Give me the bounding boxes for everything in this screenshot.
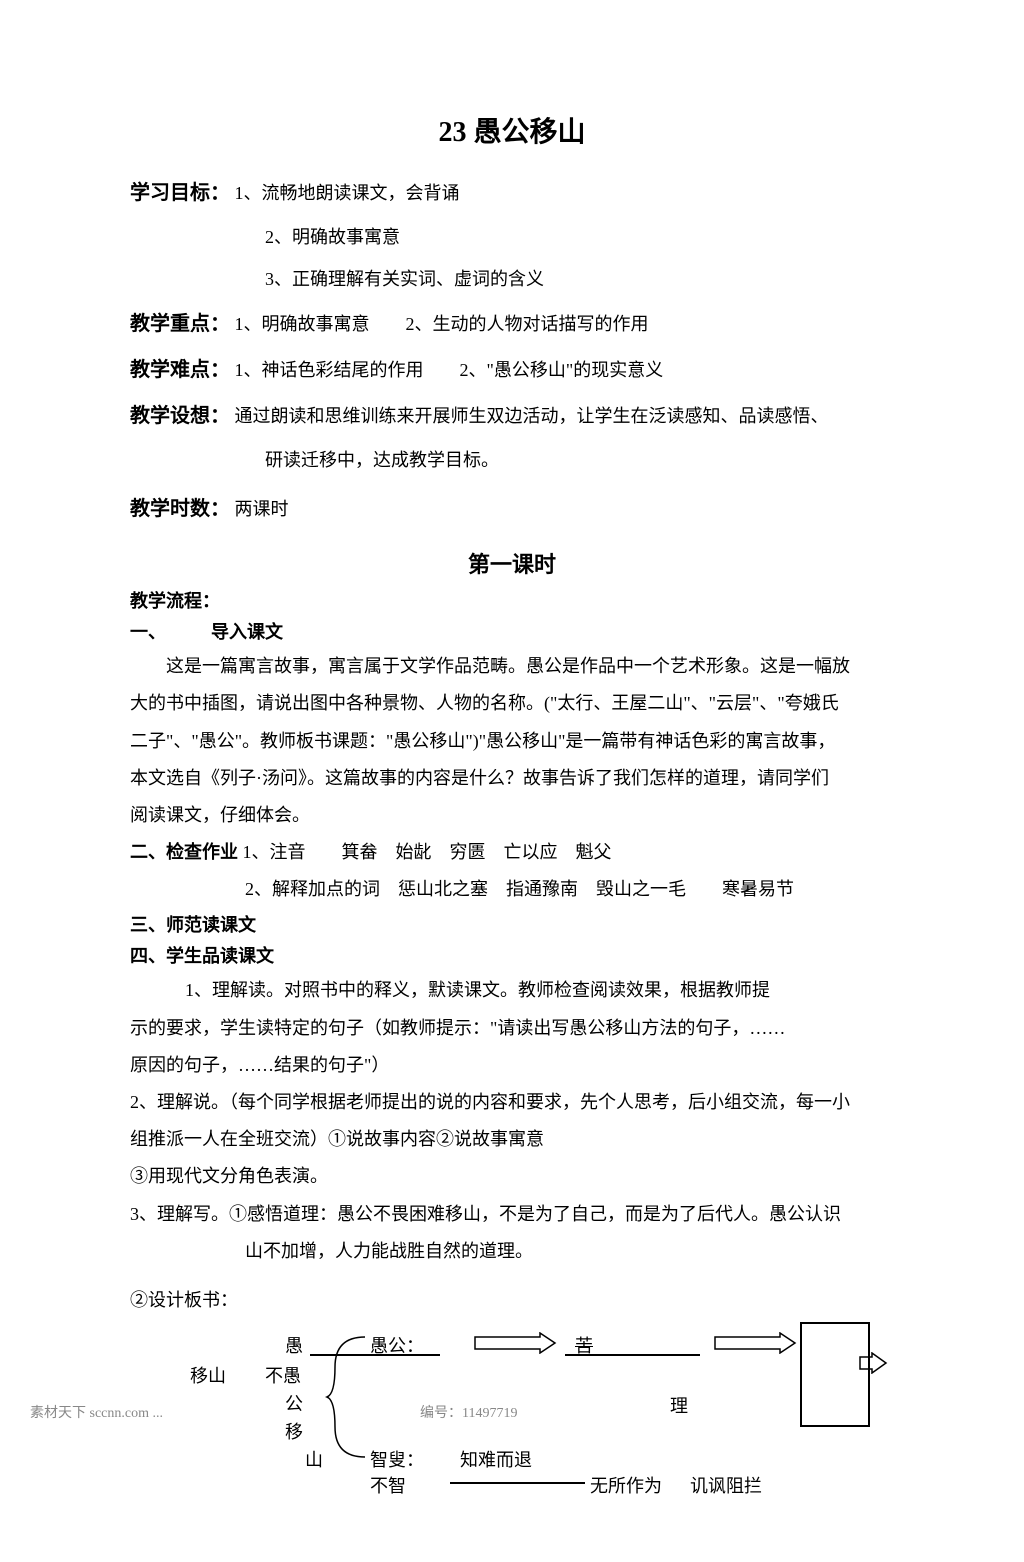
diagram-underline3 (450, 1482, 585, 1484)
board-diagram: 愚 移山 不愚 公 移 山 愚公： 智叟： 不智 苦 理 知难而退 (130, 1332, 910, 1502)
section1-p4: 本文选自《列子·汤问》。这篇故事的内容是什么？故事告诉了我们怎样的道理，请同学们 (130, 761, 894, 795)
section4-p1: 1、理解读。对照书中的释义，默读课文。教师检查阅读效果，根据教师提 (130, 973, 894, 1007)
diagram-underline2 (565, 1354, 700, 1356)
diagram-shan: 山 (305, 1446, 323, 1472)
diagram-yi: 移 (285, 1418, 303, 1444)
diagram-wusuo: 无所作为 (590, 1472, 662, 1498)
focus-content: 1、明确故事寓意 2、生动的人物对话描写的作用 (235, 314, 649, 334)
section1-p1: 这是一篇寓言故事，寓言属于文学作品范畴。愚公是作品中一个艺术形象。这是一幅放 (130, 649, 894, 683)
section3-heading: 三、师范读课文 (130, 911, 894, 937)
section1-p2: 大的书中插图，请说出图中各种景物、人物的名称。("太行、王屋二山"、"云层"、"… (130, 686, 894, 720)
watermark-left: 素材天下 sccnn.com ... (30, 1402, 163, 1422)
difficulty-row: 教学难点： 1、神话色彩结尾的作用 2、"愚公移山"的现实意义 (130, 352, 894, 388)
diagram-box (800, 1322, 870, 1427)
arrow-icon-3 (858, 1352, 888, 1374)
arrow-icon-2 (710, 1332, 800, 1354)
section4-heading: 四、学生品读课文 (130, 942, 894, 968)
section4-p5: 组推派一人在全班交流）①说故事内容②说故事寓意 (130, 1122, 894, 1156)
diagram-yishan: 移山 (190, 1362, 226, 1388)
focus-row: 教学重点： 1、明确故事寓意 2、生动的人物对话描写的作用 (130, 306, 894, 342)
section4-p9: ②设计板书： (130, 1283, 894, 1317)
difficulty-content: 1、神话色彩结尾的作用 2、"愚公移山"的现实意义 (235, 360, 664, 380)
hours-label: 教学时数： (130, 498, 230, 520)
design-label: 教学设想： (130, 405, 230, 427)
section2-line2: 2、解释加点的词 惩山北之塞 指通豫南 毁山之一毛 寒暑易节 (130, 872, 894, 906)
goals-item-1: 1、流畅地朗读课文，会背诵 (235, 183, 460, 203)
diagram-jifeng: 讥讽阻拦 (690, 1472, 762, 1498)
diagram-zhisou: 智叟： (370, 1446, 424, 1472)
goals-item-2: 2、明确故事寓意 (130, 221, 894, 253)
diagram-gong: 公 (285, 1390, 303, 1416)
diagram-zhinan: 知难而退 (460, 1446, 532, 1472)
page-title: 23 愚公移山 (130, 110, 894, 150)
hours-row: 教学时数： 两课时 (130, 491, 894, 527)
goals-row: 学习目标： 1、流畅地朗读课文，会背诵 (130, 175, 894, 211)
diagram-buyu: 不愚 (265, 1362, 301, 1388)
diagram-buzhi: 不智 (370, 1472, 406, 1498)
section2-line1: 1、注音 箕畚 始龀 穷匮 亡以应 魁父 (243, 842, 612, 862)
section4-p6: ③用现代文分角色表演。 (130, 1159, 894, 1193)
section1-heading: 一、 导入课文 (130, 618, 894, 644)
diagram-yu1: 愚 (285, 1332, 303, 1358)
section1-p3: 二子"、"愚公"。教师板书课题："愚公移山")"愚公移山"是一篇带有神话色彩的寓… (130, 724, 894, 758)
hours-content: 两课时 (235, 499, 289, 519)
watermark-right: 编号：11497719 (420, 1402, 517, 1422)
section4-p8: 山不加增，人力能战胜自然的道理。 (130, 1234, 894, 1268)
document-page: 23 愚公移山 学习目标： 1、流畅地朗读课文，会背诵 2、明确故事寓意 3、正… (0, 0, 1024, 1562)
design-row: 教学设想： 通过朗读和思维训练来开展师生双边活动，让学生在泛读感知、品读感悟、 (130, 398, 894, 434)
diagram-li: 理 (670, 1392, 688, 1418)
section2-row: 二、检查作业 1、注音 箕畚 始龀 穷匮 亡以应 魁父 (130, 835, 894, 869)
goals-item-3: 3、正确理解有关实词、虚词的含义 (130, 263, 894, 295)
flow-label: 教学流程： (130, 587, 894, 613)
section1-p5: 阅读课文，仔细体会。 (130, 798, 894, 832)
section4-p2: 示的要求，学生读特定的句子（如教师提示："请读出写愚公移山方法的句子，…… (130, 1011, 894, 1045)
bracket-icon (325, 1332, 375, 1462)
section4-p3: 原因的句子，……结果的句子"） (130, 1048, 894, 1082)
design-line2: 研读迁移中，达成教学目标。 (130, 444, 894, 476)
diagram-underline1 (310, 1354, 440, 1356)
section4-p7: 3、理解写。①感悟道理：愚公不畏困难移山，不是为了自己，而是为了后代人。愚公认识 (130, 1197, 894, 1231)
section2-heading: 二、检查作业 (130, 842, 238, 862)
section4-p4: 2、理解说。（每个同学根据老师提出的说的内容和要求，先个人思考，后小组交流，每一… (130, 1085, 894, 1119)
arrow-icon-1 (470, 1332, 560, 1354)
design-line1: 通过朗读和思维训练来开展师生双边活动，让学生在泛读感知、品读感悟、 (235, 406, 829, 426)
lesson1-title: 第一课时 (130, 547, 894, 579)
difficulty-label: 教学难点： (130, 359, 230, 381)
goals-label: 学习目标： (130, 182, 230, 204)
focus-label: 教学重点： (130, 313, 230, 335)
